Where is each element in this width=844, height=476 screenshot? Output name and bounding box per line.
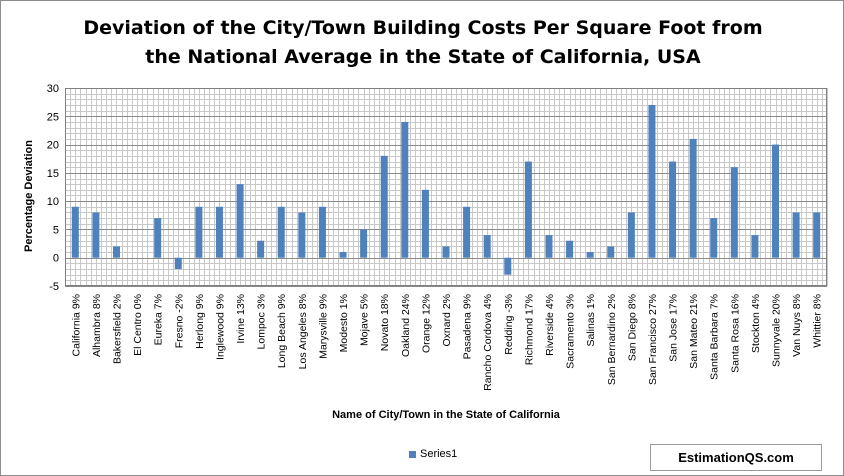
x-tick-label: Lompoc 3% [256,294,268,349]
x-tick-label: Eureka 7% [153,294,165,345]
chart-title-line-1: Deviation of the City/Town Building Cost… [83,17,763,39]
y-tick-label: 30 [47,83,59,95]
y-axis-label-container: Percentage Deviation [19,140,39,252]
bar [195,206,203,258]
x-tick-label: Herlong 9% [194,294,206,349]
bar [648,104,656,258]
x-tick-label: Riverside 4% [544,294,556,356]
bar [813,212,821,258]
bar [710,218,718,258]
y-tick-label: 20 [47,140,59,152]
x-tick-label: El Centro 0% [132,294,144,356]
bar [669,161,677,258]
x-tick-label: Santa Barbara 7% [709,294,721,380]
x-tick-label: Mojave 5% [359,294,371,346]
x-tick-label: San Diego 8% [626,294,638,361]
y-tick-label: 10 [47,196,59,208]
x-tick-label: Orange 12% [420,294,432,353]
bar [92,212,100,258]
legend-entry-series1: Series1 [420,448,458,460]
legend: Series1 [409,448,457,460]
bar [339,252,347,258]
x-tick-label: Stockton 4% [750,294,762,353]
x-tick-label: San Francisco 27% [647,294,659,385]
x-tick-label: Bakersfield 2% [111,294,123,364]
bar [112,246,120,258]
x-tick-label: Richmond 17% [523,294,535,365]
x-tick-label: Marysville 9% [317,294,329,359]
x-tick-label: California 9% [70,294,82,356]
x-tick-label: San Jose 17% [668,294,680,362]
x-tick-label: Inglewood 9% [214,294,226,360]
x-tick-label: Modesto 1% [338,294,350,352]
bar [257,240,265,258]
bar [318,206,326,258]
y-axis-label: Percentage Deviation [23,140,35,252]
x-tick-label: Alhambra 8% [91,294,103,357]
x-tick-label: Fresno -2% [173,294,185,348]
bar [586,252,594,258]
legend-swatch [409,450,416,458]
bar [504,257,512,275]
bar [71,206,79,258]
x-tick-label: Sacramento 3% [565,294,577,369]
x-tick-label: Van Nuys 8% [791,294,803,357]
x-tick-label: Salinas 1% [585,294,597,347]
bar [236,184,244,258]
y-tick-label: 5 [53,224,59,236]
bar [154,218,162,258]
x-tick-label: Oakland 24% [400,294,412,357]
bar [772,144,780,258]
bar [298,212,306,258]
plot-border [65,88,827,286]
x-tick-label: Redding -3% [503,294,515,355]
bar [380,155,388,258]
y-tick-label: 25 [47,111,59,123]
x-tick-label: Santa Rosa 16% [729,294,741,373]
bar [566,240,574,258]
x-tick-label: Oxnard 2% [441,294,453,347]
bar [277,206,285,258]
chart-title-line-2: the National Average in the State of Cal… [145,46,701,68]
bar [607,246,615,258]
x-tick-label: Pasadena 9% [462,294,474,359]
y-tick-label: 15 [47,168,59,180]
x-axis-label: Name of City/Town in the State of Califo… [332,409,560,421]
x-tick-label: Los Angeles 8% [297,294,309,369]
y-tick-label: -5 [49,281,59,293]
bar [730,167,738,258]
x-tick-label: Rancho Cordova 4% [482,294,494,391]
bar [627,212,635,258]
bar [360,229,368,258]
x-tick-label: Whittier 8% [812,294,824,348]
bar [442,246,450,258]
bar [524,161,532,258]
bar [483,235,491,258]
site-watermark: EstimationQS.com [650,444,822,471]
bar [792,212,800,258]
bar [463,206,471,258]
bar [421,189,429,258]
x-tick-label: Irvine 13% [235,294,247,344]
y-tick-label: 0 [53,253,59,265]
x-tick-label: Sunnyvale 20% [771,294,783,367]
x-tick-label: Long Beach 9% [276,294,288,368]
bar [545,235,553,258]
x-tick-label: San Mateo 21% [688,294,700,369]
x-tick-label: San Bernardino 2% [606,294,618,385]
bar [689,138,697,258]
x-tick-label: Novato 18% [379,294,391,351]
bar [174,257,182,270]
bar [215,206,223,258]
bar [401,121,409,258]
bar [751,235,759,258]
